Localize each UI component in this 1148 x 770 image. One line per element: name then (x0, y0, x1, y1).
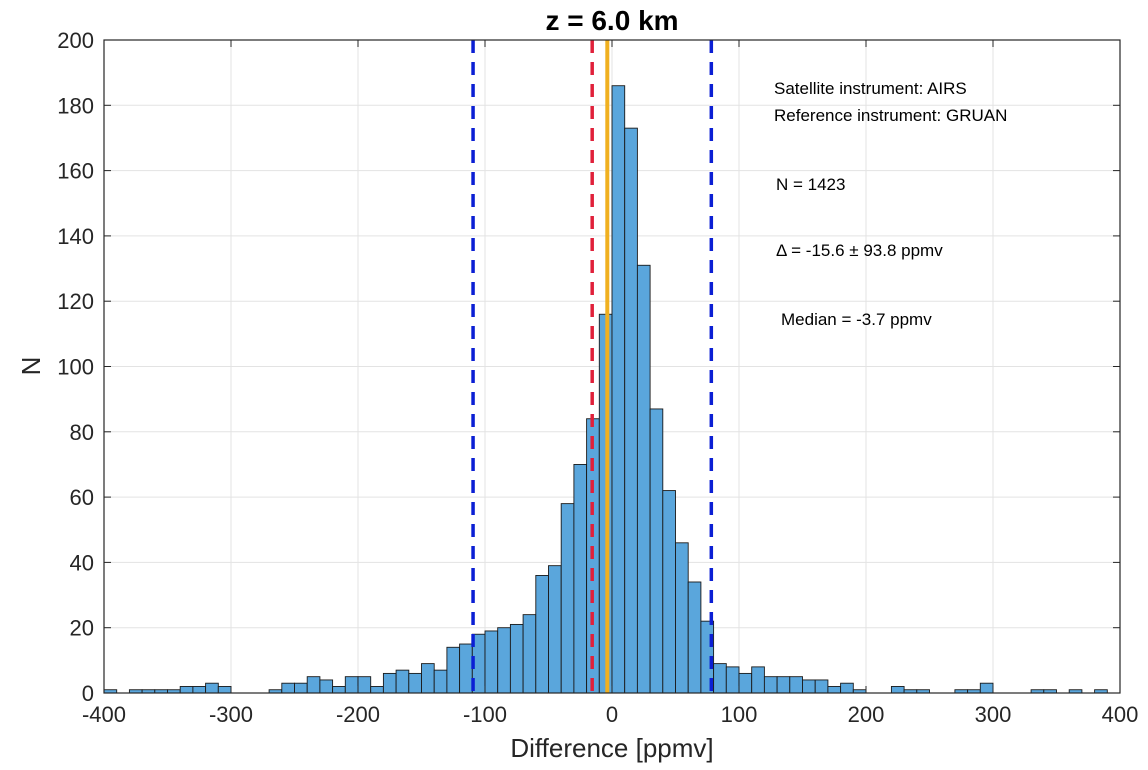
histogram-bar (763, 676, 778, 694)
y-tick-label: 120 (57, 289, 94, 314)
histogram-bar (636, 264, 651, 694)
y-tick-label: 200 (57, 28, 94, 53)
x-tick-label: 100 (721, 702, 758, 727)
histogram-bar (446, 646, 461, 694)
x-tick-label: 400 (1102, 702, 1139, 727)
histogram-bar (713, 663, 727, 694)
y-tick-label: 140 (57, 224, 94, 249)
histogram-bar (306, 676, 321, 694)
histogram-bar (370, 686, 384, 694)
histogram-bar (382, 672, 397, 694)
annotation-satellite: Satellite instrument: AIRS (774, 79, 967, 98)
histogram-bar (979, 682, 994, 694)
histogram-bar (649, 408, 664, 694)
y-tick-label: 80 (70, 420, 94, 445)
x-tick-label: 0 (606, 702, 618, 727)
histogram-bar (789, 676, 803, 694)
reference-lines (471, 40, 714, 693)
histogram-bar (802, 679, 816, 694)
histogram-bar (624, 127, 638, 694)
histogram-bar (611, 85, 626, 694)
x-tick-label: 200 (848, 702, 885, 727)
histogram-bar (484, 630, 499, 694)
histogram-bar (509, 623, 524, 694)
axis-ticks: -400 -300 -200 -100 0 100 200 300 400 0 20 40 60 80 10… (57, 28, 1138, 727)
histogram-bar (357, 676, 372, 694)
y-axis-label: N (16, 357, 46, 376)
y-tick-label: 180 (57, 93, 94, 118)
histogram-bar (560, 503, 575, 694)
histogram-bar (497, 627, 511, 694)
histogram-bar (332, 686, 346, 694)
annotation-count: N = 1423 (776, 175, 845, 194)
histogram-bar (408, 672, 422, 694)
chart-title: z = 6.0 km (545, 5, 678, 36)
y-tick-label: 160 (57, 159, 94, 184)
x-tick-label: -200 (336, 702, 380, 727)
histogram-bar (776, 676, 791, 694)
x-tick-label: 300 (975, 702, 1012, 727)
histogram-bar (433, 669, 448, 694)
histogram-bar (192, 686, 207, 694)
histogram-bar (751, 666, 765, 694)
histogram-bar (217, 686, 232, 694)
y-tick-label: 20 (70, 616, 94, 641)
histogram-bar (687, 581, 702, 694)
y-tick-label: 100 (57, 355, 94, 380)
histogram-bar (421, 663, 435, 694)
histogram-bar (814, 679, 829, 694)
histogram-bar (725, 666, 740, 694)
x-axis-label: Difference [ppmv] (510, 733, 713, 763)
histogram-bar (675, 542, 689, 694)
histogram-bar (840, 682, 854, 694)
histogram-bar (294, 682, 308, 694)
histogram-bar (522, 614, 537, 694)
histogram-bar (573, 464, 588, 694)
histogram-bar (205, 682, 219, 694)
annotation-box: Satellite instrument: AIRS Reference ins… (774, 79, 1007, 329)
x-tick-label: -400 (82, 702, 126, 727)
y-tick-label: 60 (70, 485, 94, 510)
histogram-bar (344, 676, 359, 694)
y-tick-label: 0 (82, 681, 94, 706)
histogram-bar (459, 643, 473, 694)
histogram-bar (548, 565, 562, 694)
histogram-bar (535, 575, 549, 694)
histogram-bar (395, 669, 410, 694)
histogram-bar (890, 686, 905, 694)
histogram-bar (179, 686, 194, 694)
annotation-mean: Δ = -15.6 ± 93.8 ppmv (776, 241, 943, 260)
x-tick-label: -100 (463, 702, 507, 727)
histogram-bar (827, 686, 842, 694)
histogram-bar (662, 490, 676, 694)
histogram-bar (281, 682, 295, 694)
annotation-median: Median = -3.7 ppmv (781, 310, 932, 329)
histogram-bar (738, 672, 753, 694)
y-tick-label: 40 (70, 550, 94, 575)
histogram-bar (319, 679, 334, 694)
x-tick-label: -300 (209, 702, 253, 727)
annotation-reference: Reference instrument: GRUAN (774, 106, 1007, 125)
